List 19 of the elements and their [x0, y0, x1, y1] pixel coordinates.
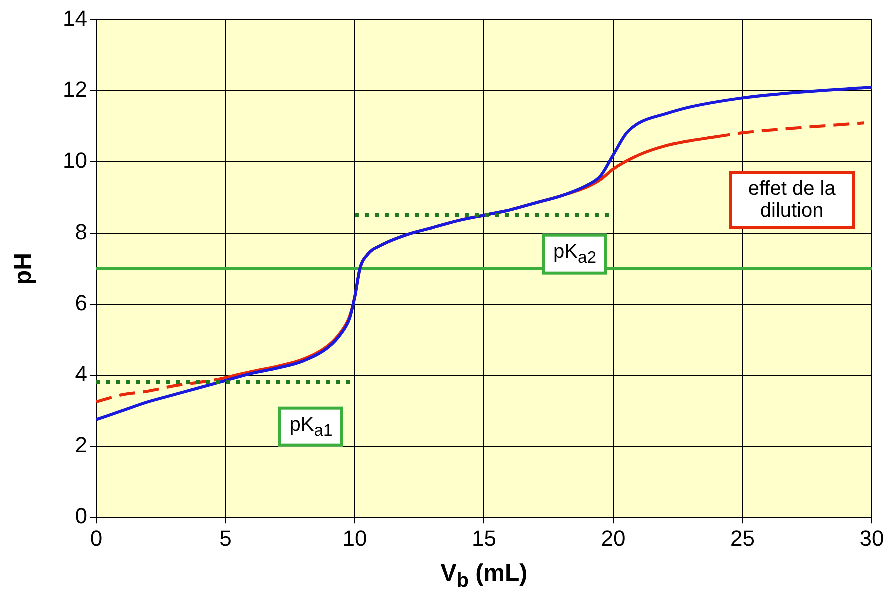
x-tick-label: 15 [472, 526, 496, 551]
y-tick-label: 6 [75, 290, 88, 316]
x-tick-label: 10 [342, 526, 368, 551]
y-tick-label: 12 [62, 77, 88, 102]
y-tick-label: 0 [75, 504, 88, 529]
y-tick-label: 8 [75, 219, 88, 244]
y-tick-label: 14 [62, 6, 88, 32]
annotation: pK$_{a1}$ [278, 406, 344, 448]
y-tick-label: 4 [75, 361, 88, 386]
x-tick-label: 5 [220, 526, 232, 551]
x-tick-label: 30 [860, 526, 884, 551]
annotation: effet de la dilution [729, 170, 856, 229]
x-axis-title: V$_{b}$ (mL) [440, 560, 528, 592]
annotation: pK$_{a2}$ [542, 234, 608, 275]
x-tick-label: 20 [601, 526, 626, 551]
x-tick-label: 25 [730, 526, 755, 551]
y-tick-label: 10 [62, 148, 88, 174]
y-axis-title: pH [10, 252, 38, 285]
y-tick-label: 2 [75, 432, 88, 458]
